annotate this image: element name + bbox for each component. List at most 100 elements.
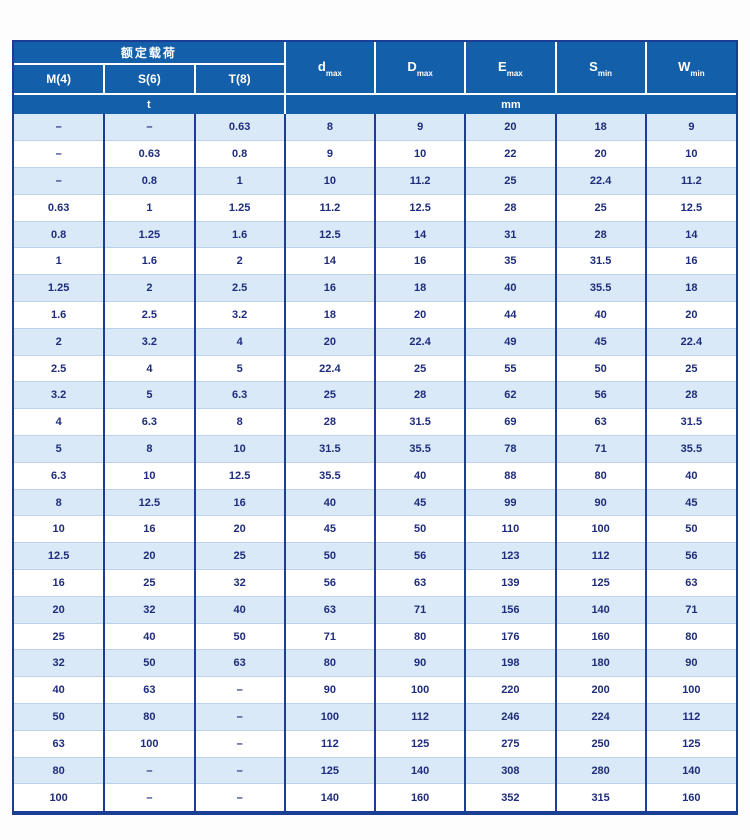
table-cell: 80 xyxy=(554,461,646,490)
table-cell: 112 xyxy=(373,703,466,731)
table-cell: 25 xyxy=(373,354,466,382)
table-cell: 10 xyxy=(373,140,466,168)
table-row: 20 32 40 63 71 156 140 71 xyxy=(14,595,736,624)
table-cell: 100 xyxy=(373,676,466,704)
table-cell: 50 xyxy=(103,649,195,677)
table-cell: 25 xyxy=(554,193,646,222)
table-cell: 8 xyxy=(14,488,105,516)
table-cell: 139 xyxy=(464,569,556,597)
table-cell: 176 xyxy=(464,622,556,650)
col-header-S-min: Smin xyxy=(554,42,647,95)
table-cell: 40 xyxy=(283,488,375,516)
table-cell: 8 xyxy=(193,408,285,436)
table-cell: 10 xyxy=(103,461,195,490)
table-cell: – xyxy=(103,783,195,811)
table-row: 2.5 4 5 22.4 25 55 50 25 xyxy=(14,354,736,382)
table-cell: 35.5 xyxy=(283,461,375,490)
table-cell: – xyxy=(193,729,285,758)
table-cell: 125 xyxy=(644,729,736,758)
table-cell: 6.3 xyxy=(193,381,285,409)
table-cell: 123 xyxy=(464,542,556,570)
table-cell: – xyxy=(14,167,105,195)
table-row: 0.63 1 1.25 11.2 12.5 28 25 12.5 xyxy=(14,193,736,222)
table-row: –0.8 1 10 11.2 25 22.4 11.2 xyxy=(14,167,736,195)
table-cell: 11.2 xyxy=(373,167,466,195)
table-cell: 10 xyxy=(193,435,285,463)
rated-load-dimension-table: 额定载荷 dmax Dmax Emax Smin Wmin M(4) S(6) … xyxy=(14,42,736,811)
table-cell: 9 xyxy=(283,140,375,168)
table-cell: 44 xyxy=(464,301,556,329)
table-cell: 100 xyxy=(283,703,375,731)
table-cell: 63 xyxy=(554,408,646,436)
table-cell: 12.5 xyxy=(283,220,375,248)
table-row: 0.8 1.25 1.6 12.5 14 31 28 14 xyxy=(14,220,736,248)
table-row: 5 8 10 31.5 35.5 78 71 35.5 xyxy=(14,435,736,463)
table-row: 16 25 32 56 63 139 125 63 xyxy=(14,569,736,597)
table-cell: 1.6 xyxy=(103,247,195,275)
table-cell: 250 xyxy=(554,729,646,758)
table-cell: 18 xyxy=(373,274,466,302)
table-cell: 6.3 xyxy=(103,408,195,436)
col-header-sub: min xyxy=(690,69,705,79)
table-cell: 140 xyxy=(554,595,646,624)
table-row: 32 50 63 80 90 198 180 90 xyxy=(14,649,736,677)
table-cell: 22.4 xyxy=(554,167,646,195)
table-row: 63 100–112 125 275 250 125 xyxy=(14,729,736,758)
table-body: – –0.63 8 9 20 18 9–0.63 0.8 9 10 22 20 10–0.8 1 10 11.… xyxy=(14,114,736,811)
table-cell: 20 xyxy=(644,301,736,329)
table-cell: – xyxy=(193,703,285,731)
table-cell: 1.6 xyxy=(193,220,285,248)
table-cell: 22.4 xyxy=(373,327,466,356)
table-cell: 18 xyxy=(283,301,375,329)
table-cell: 31 xyxy=(464,220,556,248)
col-header-d-max: dmax xyxy=(283,42,377,95)
table-cell: 90 xyxy=(373,649,466,677)
table-cell: 50 xyxy=(644,515,736,543)
table-cell: 0.63 xyxy=(14,193,105,222)
table-cell: 50 xyxy=(373,515,466,543)
table-cell: 160 xyxy=(554,622,646,650)
table-cell: 40 xyxy=(103,622,195,650)
table-cell: 1 xyxy=(193,167,285,195)
table-cell: 6.3 xyxy=(14,461,105,490)
table-cell: 20 xyxy=(103,542,195,570)
table-cell: 40 xyxy=(14,676,105,704)
table-cell: 63 xyxy=(14,729,105,758)
table-cell: 18 xyxy=(554,114,646,141)
load-unit-label: t xyxy=(14,93,286,114)
table-cell: 224 xyxy=(554,703,646,731)
table-cell: 32 xyxy=(14,649,105,677)
table-cell: 11.2 xyxy=(283,193,375,222)
table-cell: 2 xyxy=(103,274,195,302)
col-header-m4: M(4) xyxy=(14,63,106,95)
table-cell: 63 xyxy=(103,676,195,704)
table-cell: 28 xyxy=(554,220,646,248)
table-cell: 16 xyxy=(193,488,285,516)
table-cell: 25 xyxy=(464,167,556,195)
table-cell: 11.2 xyxy=(644,167,736,195)
table-cell: 0.8 xyxy=(193,140,285,168)
table-cell: 71 xyxy=(644,595,736,624)
table-row: 50 80–100 112 246 224 112 xyxy=(14,703,736,731)
table-cell: 275 xyxy=(464,729,556,758)
table-cell: 56 xyxy=(554,381,646,409)
table-cell: 78 xyxy=(464,435,556,463)
table-cell: 2 xyxy=(14,327,105,356)
table-cell: 80 xyxy=(14,756,105,784)
table-cell: 32 xyxy=(103,595,195,624)
table-cell: – xyxy=(55,121,62,134)
table-cell: 35.5 xyxy=(373,435,466,463)
table-cell: 112 xyxy=(644,703,736,731)
table-cell: 31.5 xyxy=(554,247,646,275)
table-cell: 156 xyxy=(464,595,556,624)
table-cell: 20 xyxy=(554,140,646,168)
table-cell: 31.5 xyxy=(283,435,375,463)
table-row: 6.3 10 12.5 35.5 40 88 80 40 xyxy=(14,461,736,490)
table-cell: 125 xyxy=(373,729,466,758)
table-cell: 4 xyxy=(103,354,195,382)
table-cell: – xyxy=(193,783,285,811)
col-header-base: W xyxy=(678,58,691,74)
col-header-s6: S(6) xyxy=(103,63,196,95)
table-cell: 28 xyxy=(373,381,466,409)
table-cell: 112 xyxy=(283,729,375,758)
